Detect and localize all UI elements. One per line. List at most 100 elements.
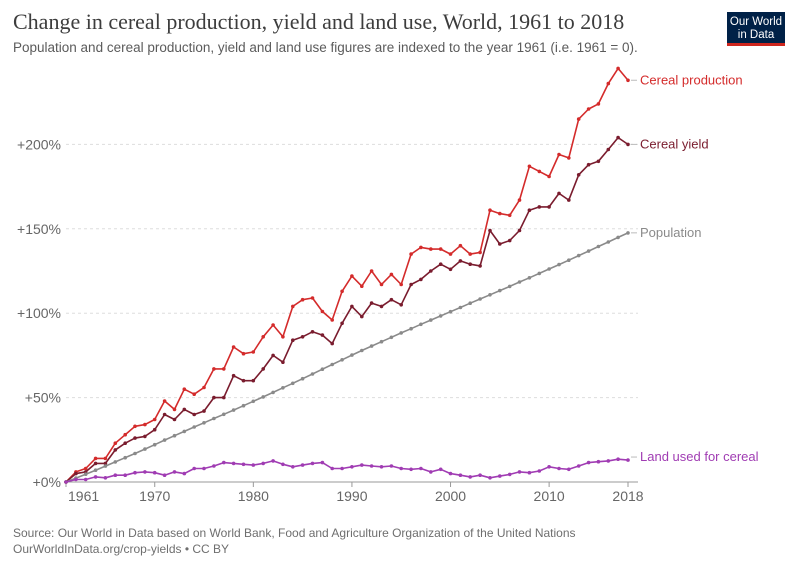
land-used-for-cereal-series [64, 457, 630, 484]
data-point [576, 253, 581, 258]
data-point [310, 372, 315, 376]
data-point [241, 462, 246, 467]
data-point [251, 399, 256, 404]
data-point [291, 465, 295, 469]
data-point [113, 473, 118, 478]
data-point [271, 459, 275, 463]
logo-line-2: in Data [737, 29, 775, 41]
y-tick-label: +100% [17, 305, 61, 321]
data-point [222, 460, 226, 465]
data-point [517, 228, 522, 233]
data-point [576, 173, 581, 177]
data-point [251, 350, 256, 354]
data-point [192, 466, 196, 471]
data-point [281, 335, 285, 339]
data-point [369, 301, 374, 305]
data-point [340, 289, 344, 294]
data-point [478, 297, 482, 301]
data-point [429, 470, 433, 474]
data-point [616, 66, 620, 71]
data-point [596, 459, 601, 464]
data-point [271, 353, 275, 358]
data-point [379, 304, 384, 309]
data-point [241, 403, 246, 408]
data-point [133, 436, 137, 440]
data-point [360, 348, 364, 353]
cereal-production-line [65, 67, 629, 483]
series-labels: Cereal production Cereal yield Population L… [631, 72, 759, 464]
data-point [74, 471, 78, 476]
our-world-in-data-logo[interactable]: Our World in Data [727, 12, 785, 46]
data-point [271, 323, 275, 327]
data-point [162, 399, 167, 403]
data-point [409, 252, 413, 256]
data-point [389, 297, 394, 302]
data-point [360, 284, 364, 289]
data-point [172, 433, 177, 438]
data-point [448, 267, 453, 272]
data-point [320, 460, 325, 465]
data-point [261, 395, 266, 399]
data-point [93, 456, 98, 461]
data-point [537, 205, 542, 209]
data-point [409, 282, 413, 287]
data-point [498, 288, 502, 293]
data-point [576, 464, 581, 468]
data-point [488, 476, 492, 480]
data-point [202, 409, 206, 413]
data-point [103, 476, 108, 480]
data-point [616, 457, 620, 462]
data-point [202, 421, 206, 425]
chart-title: Change in cereal production, yield and l… [13, 9, 625, 34]
data-point [330, 362, 335, 367]
data-point [192, 392, 196, 397]
data-point [527, 470, 532, 475]
data-point [162, 412, 167, 417]
data-point [458, 305, 463, 310]
data-point [369, 269, 374, 273]
data-point [291, 338, 295, 343]
license-link[interactable]: OurWorldInData.org/crop-yields • CC BY [13, 542, 230, 556]
data-point [241, 351, 246, 356]
logo-line-1: Our World [729, 16, 783, 28]
data-point [547, 267, 551, 271]
cereal-yield-label: Cereal yield [640, 136, 709, 151]
data-point [291, 304, 295, 309]
data-point [616, 135, 620, 140]
data-point [438, 262, 443, 267]
data-point [478, 250, 482, 255]
data-point [379, 339, 384, 344]
data-point [202, 466, 206, 471]
data-point [152, 417, 157, 422]
data-point [369, 464, 374, 468]
population-line [65, 232, 629, 483]
data-point [616, 235, 620, 240]
data-point [261, 461, 266, 466]
data-point [369, 344, 374, 348]
data-point [261, 335, 266, 339]
y-tick-label: +50% [25, 390, 61, 406]
data-point [419, 466, 423, 471]
data-point [448, 309, 453, 314]
data-point [557, 466, 561, 471]
data-point [162, 473, 167, 478]
data-point [251, 463, 256, 467]
data-point [281, 360, 285, 365]
data-point [567, 198, 571, 202]
x-tick-label: 2000 [435, 488, 466, 504]
data-point [182, 471, 187, 476]
data-point [152, 442, 157, 447]
data-point [626, 458, 630, 462]
data-point [83, 477, 88, 482]
x-tick-label: 1980 [238, 488, 269, 504]
data-point [93, 468, 98, 473]
data-point [448, 471, 453, 476]
data-point [586, 162, 591, 167]
data-point [340, 466, 344, 471]
data-point [498, 211, 502, 216]
data-point [320, 333, 325, 337]
data-point [596, 159, 601, 164]
data-point [350, 353, 354, 357]
data-point [547, 174, 551, 179]
data-point [448, 252, 453, 256]
